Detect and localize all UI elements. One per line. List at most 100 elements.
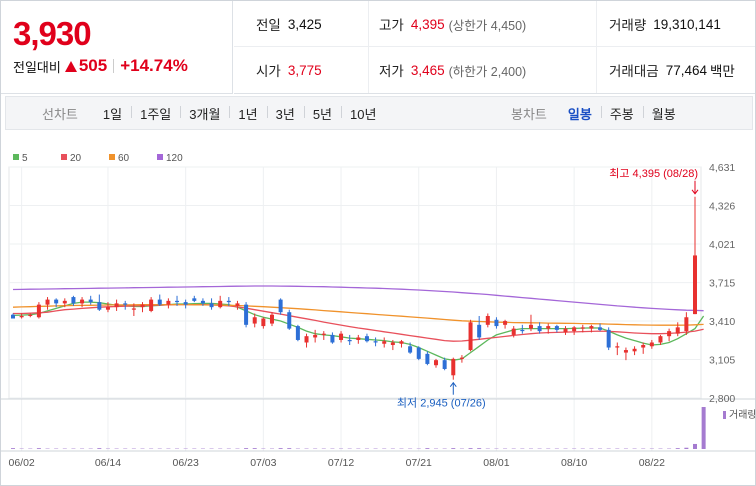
legend-label: 20 — [70, 153, 82, 164]
chart-axes: 4,631 4,326 4,021 3,715 3,410 3,105 2,800 06/02… — [8, 162, 735, 469]
tab-1y[interactable]: 1년 — [229, 104, 266, 123]
candle-body — [149, 299, 154, 311]
candle-chart-label: 봉차트 — [511, 106, 547, 122]
lower-limit: (하한가 2,400) — [448, 64, 527, 79]
tab-daily[interactable]: 일봉 — [567, 106, 592, 122]
candle-body — [589, 326, 594, 329]
stat-prev-close: 전일 3,425 — [234, 1, 369, 47]
stat-value: 4,395 — [410, 16, 445, 32]
candle-body — [615, 346, 620, 348]
candle-body — [209, 303, 214, 308]
candle-body — [295, 326, 300, 340]
candle-body — [321, 333, 326, 335]
tab-monthly[interactable]: 월봉 — [642, 104, 685, 123]
candle-body — [623, 350, 628, 353]
candle-body — [287, 312, 292, 329]
candle-body — [28, 314, 33, 316]
candle-tabs: 봉차트 일봉 주봉 월봉 — [511, 97, 685, 129]
candle-body — [356, 337, 361, 340]
candle-body — [304, 336, 309, 343]
volume-legend-swatch — [723, 411, 726, 419]
ma-line-60 — [12, 303, 704, 326]
stat-label: 저가 — [379, 64, 404, 79]
candle-body — [546, 326, 551, 329]
stat-volume: 거래량 19,310,141 — [597, 1, 755, 47]
candle-body — [598, 327, 603, 330]
stat-low: 저가 3,465 (하한가 2,400) — [369, 47, 597, 93]
stats-row: 전일 3,425 고가 4,395 (상한가 4,450) 거래량 19,310… — [234, 1, 755, 47]
ma-line-20 — [13, 303, 704, 342]
stat-value: 3,775 — [287, 62, 322, 78]
legend-swatch-60 — [109, 154, 115, 160]
candle-body — [554, 326, 559, 330]
x-tick-label: 06/02 — [8, 457, 34, 469]
stat-high: 고가 4,395 (상한가 4,450) — [369, 1, 597, 47]
candle-body — [667, 331, 672, 337]
candle-body — [459, 357, 464, 359]
candle-body — [528, 324, 533, 329]
y-tick-label: 3,105 — [709, 355, 735, 367]
change-percent: +14.74% — [120, 56, 188, 75]
candle-body — [425, 353, 430, 364]
candle-body — [330, 334, 335, 343]
tab-1w[interactable]: 1주일 — [131, 104, 180, 123]
legend-label: 60 — [118, 153, 130, 164]
volume-bar — [11, 448, 15, 449]
upper-limit: (상한가 4,450) — [448, 18, 527, 33]
volume-bar — [425, 448, 430, 449]
candle-body — [183, 302, 188, 305]
volume-bar — [97, 448, 102, 449]
stat-value: 3,425 — [287, 16, 322, 32]
candle-body — [313, 334, 318, 338]
candle-body — [252, 317, 257, 324]
candle-body — [520, 329, 525, 332]
stat-label: 거래대금 — [609, 64, 659, 79]
candle-body — [641, 345, 646, 348]
candle-body — [477, 324, 482, 338]
legend-label: 120 — [166, 153, 183, 164]
tab-3m[interactable]: 3개월 — [180, 104, 229, 123]
candle-body — [408, 346, 413, 353]
stat-label: 고가 — [379, 18, 404, 33]
x-tick-label: 06/14 — [95, 457, 121, 469]
candle-body — [192, 298, 197, 301]
chart-annotations: 최고 4,395 (08/28) 최저 2,945 (07/26) — [397, 167, 699, 410]
candle-body — [364, 336, 369, 342]
candlestick-chart[interactable]: 5 20 60 120 최고 4,395 (08/28) 최저 2,945 (07/26… — [1, 141, 756, 486]
volume-bar — [451, 448, 456, 449]
moving-average-lines — [12, 285, 705, 361]
y-tick-label: 4,021 — [709, 239, 735, 251]
candle-body — [36, 304, 41, 318]
candle-body — [269, 314, 274, 324]
candle-body — [131, 308, 136, 310]
candle-body — [382, 341, 387, 344]
tab-10y[interactable]: 10년 — [341, 104, 385, 123]
stats-row: 시가 3,775 저가 3,465 (하한가 2,400) 거래대금 77,46… — [234, 47, 755, 93]
candle-body — [80, 299, 85, 304]
stat-value: 77,464 — [665, 62, 707, 78]
candle-body — [261, 318, 266, 327]
candle-body — [54, 299, 59, 304]
tab-3y[interactable]: 3년 — [266, 104, 304, 123]
candle-body — [416, 347, 421, 359]
stat-label: 거래량 — [609, 18, 647, 33]
tab-5y[interactable]: 5년 — [303, 104, 341, 123]
candle-body — [244, 304, 249, 325]
candle-body — [157, 299, 162, 305]
tab-1d[interactable]: 1일 — [102, 106, 123, 122]
candle-body — [62, 300, 67, 304]
chart-grid — [1, 166, 755, 452]
candle-body — [649, 342, 654, 347]
candle-body — [675, 327, 680, 334]
stat-label: 시가 — [256, 64, 281, 79]
volume-bar — [684, 447, 689, 449]
candle-body — [494, 319, 499, 327]
change-row: 전일대비 505 +14.74% — [13, 56, 188, 76]
ma-line-120 — [12, 285, 704, 312]
y-tick-label: 4,326 — [709, 200, 735, 212]
candle-body — [485, 315, 490, 325]
volume-bar — [675, 448, 680, 449]
candle-body — [442, 360, 447, 369]
tab-weekly[interactable]: 주봉 — [600, 104, 643, 123]
